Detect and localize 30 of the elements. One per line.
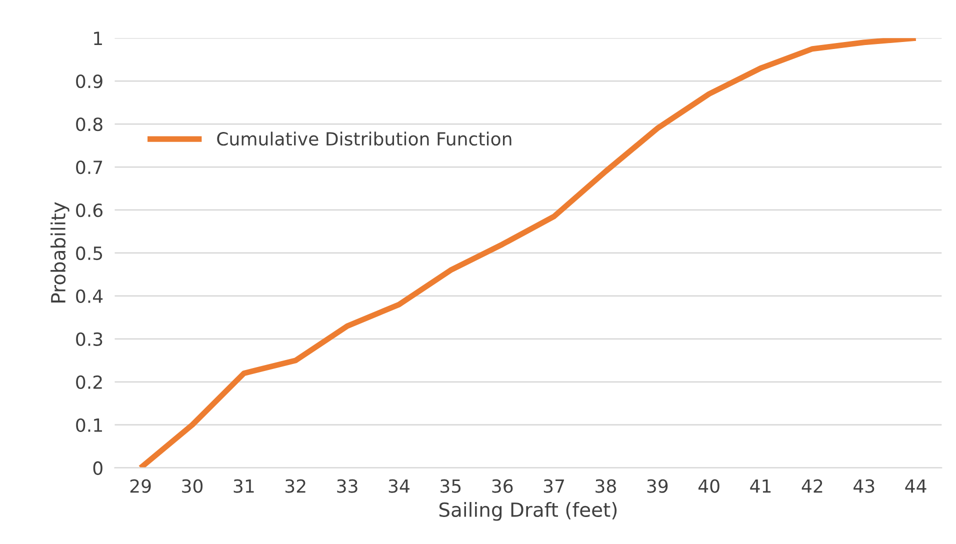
x-tick-label: 38 [596,479,616,493]
x-tick-label: 39 [647,479,668,493]
x-tick-label: 35 [440,479,461,493]
y-tick-label: 0.7 [76,160,102,174]
x-tick-label: 36 [492,479,513,493]
x-tick-label: 40 [698,479,720,493]
x-tick-label: 30 [182,479,203,493]
y-tick-label: 0.3 [76,332,102,346]
x-tick-label: 41 [750,480,771,493]
x-axis-title: Sailing Draft (feet) [439,502,617,521]
y-tick-label: 0.5 [76,246,102,260]
x-tick-label: 29 [130,479,151,493]
y-axis-title: Probability [50,202,70,302]
x-tick-label: 32 [286,479,306,493]
y-tick-label: 0.6 [76,203,102,218]
y-tick-label: 1 [94,32,102,45]
legend-label: Cumulative Distribution Function [217,132,512,146]
x-tick-label: 43 [854,479,874,493]
x-tick-label: 44 [905,480,926,493]
y-tick-label: 0.4 [76,289,103,304]
y-tick-label: 0 [93,461,102,475]
x-tick-label: 33 [337,479,358,493]
x-tick-label: 42 [802,479,822,493]
y-tick-label: 0.9 [76,74,102,88]
y-tick-label: 0.2 [76,375,102,390]
y-tick-label: 0.1 [76,418,102,432]
x-tick-label: 31 [234,479,254,493]
x-tick-label: 37 [544,479,564,493]
y-tick-label: 0.8 [76,117,102,132]
x-tick-label: 34 [388,479,410,493]
